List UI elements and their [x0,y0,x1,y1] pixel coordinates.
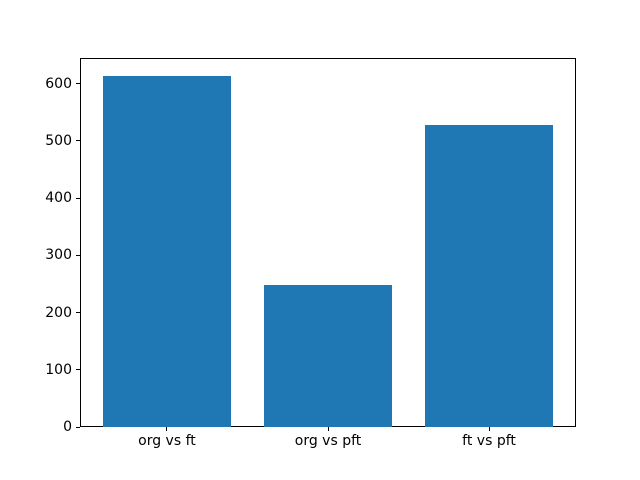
x-tick-mark [488,427,490,431]
y-tick-label: 200 [45,304,72,321]
y-tick-mark [76,197,80,199]
y-tick-label: 500 [45,132,72,149]
y-tick-label: 100 [45,361,72,378]
plot-area: 0 100 200 300 400 500 600 org vs ft org vs pft ft… [45,58,576,449]
x-tick-mark [166,427,168,431]
y-tick-label: 400 [45,190,72,207]
x-tick-mark [327,427,329,431]
y-tick-mark [76,83,80,85]
x-tick-label: org vs pft [294,433,362,449]
y-tick-mark [76,312,80,314]
y-tick-label: 600 [45,75,72,92]
x-tick-label: ft vs pft [462,433,516,449]
y-tick-label: 0 [63,419,72,435]
bar-org-vs-pft [263,285,393,427]
y-tick-label: 300 [45,247,72,264]
y-tick-mark [76,140,80,142]
y-tick-mark [76,254,80,256]
x-tick-label: org vs ft [138,433,196,449]
bar-org-vs-ft [102,75,232,427]
bar-ft-vs-pft [424,124,554,427]
y-tick-mark [76,369,80,371]
y-tick-mark [76,426,80,428]
